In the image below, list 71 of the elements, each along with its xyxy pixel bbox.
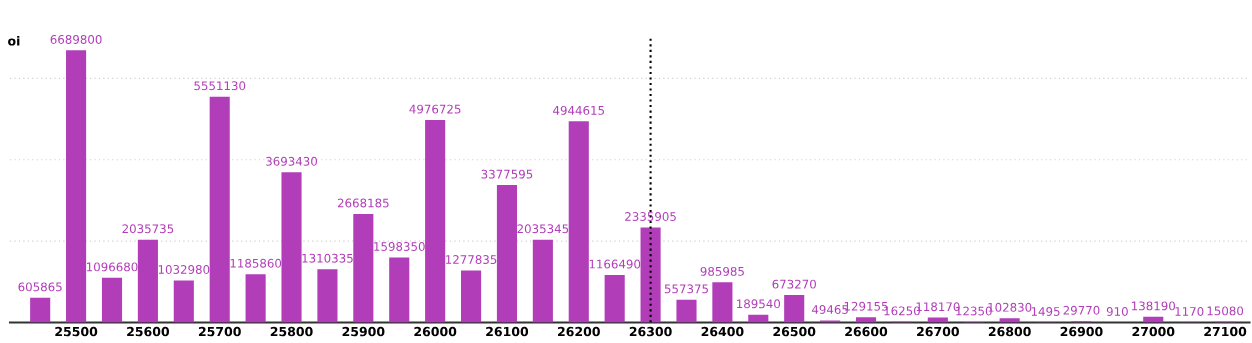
x-tick-label: 25800 (270, 326, 313, 337)
x-tick-label: 26600 (845, 326, 888, 337)
x-tick-label: 26000 (414, 326, 457, 337)
data-label: 557375 (664, 284, 708, 294)
data-label: 1598350 (374, 242, 425, 251)
bar (389, 257, 410, 323)
bar (137, 239, 158, 323)
x-tick-label: 27100 (1204, 326, 1247, 337)
bar (748, 314, 769, 323)
bar (101, 277, 123, 323)
x-tick-label: 26800 (988, 326, 1031, 337)
data-label: 673270 (772, 279, 816, 289)
bar (568, 121, 589, 323)
bar (281, 172, 302, 323)
bar (820, 320, 841, 323)
bar (209, 96, 230, 323)
data-label: 1277835 (446, 255, 497, 264)
bar (173, 280, 194, 323)
data-label: 1032980 (158, 265, 210, 274)
bar (66, 50, 87, 323)
data-label: 29770 (1063, 305, 1100, 315)
data-label: 2035345 (517, 224, 569, 234)
data-label: 2035735 (122, 224, 174, 234)
bar (604, 274, 625, 323)
x-tick-label: 26300 (629, 326, 672, 337)
data-label: 1166490 (589, 259, 641, 269)
bar (496, 185, 518, 323)
data-label: 3377595 (481, 169, 533, 179)
bar (461, 270, 482, 323)
data-label: 3693430 (266, 156, 318, 166)
bar (784, 295, 805, 323)
x-tick-label: 26500 (773, 326, 816, 337)
data-label: 189540 (737, 299, 781, 309)
data-label: 2668185 (337, 198, 389, 208)
data-label: 605865 (18, 282, 62, 292)
bar (999, 318, 1020, 323)
bar (30, 297, 51, 323)
x-tick-label: 25700 (198, 326, 241, 337)
bar (640, 227, 661, 323)
x-tick-label: 26200 (558, 326, 600, 337)
data-label: 1096680 (87, 262, 138, 272)
bar (855, 317, 877, 323)
data-label: 2335905 (625, 212, 676, 221)
data-label: 4944615 (553, 105, 605, 115)
data-label: 910 (1106, 307, 1128, 316)
bar (676, 299, 697, 323)
data-label: 6689800 (50, 34, 102, 44)
bar (425, 120, 446, 323)
x-tick-label: 26900 (1060, 326, 1103, 337)
data-label: 138190 (1132, 301, 1176, 311)
x-tick-label: 26100 (486, 326, 529, 337)
bar (532, 239, 553, 323)
data-label: 1170 (1175, 306, 1204, 316)
bar (712, 282, 733, 323)
data-label: 1185860 (230, 258, 282, 268)
data-label: 1310335 (302, 253, 353, 263)
x-tick-label: 26700 (917, 326, 959, 337)
data-label: 985985 (700, 266, 744, 276)
y-axis-title: oi (8, 35, 20, 46)
x-tick-label: 26400 (701, 326, 744, 337)
data-label: 15080 (1207, 306, 1244, 316)
bar (317, 269, 338, 323)
x-tick-label: 25500 (55, 326, 98, 337)
bar (353, 213, 374, 323)
data-label: 5551130 (194, 81, 246, 91)
bar (245, 274, 266, 323)
x-tick-label: 25600 (127, 326, 170, 337)
x-tick-label: 25900 (342, 326, 385, 337)
x-tick-label: 27000 (1132, 326, 1175, 337)
data-label: 1495 (1031, 306, 1060, 316)
data-label: 4976725 (409, 104, 461, 114)
